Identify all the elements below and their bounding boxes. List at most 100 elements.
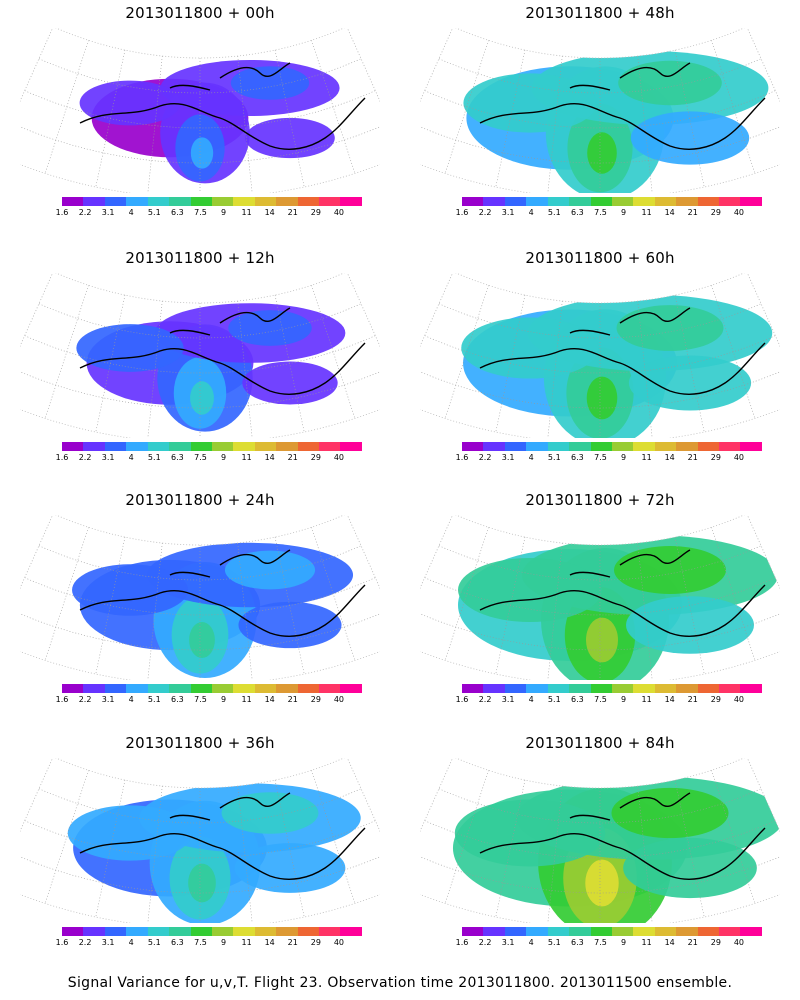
- parallel-line: [438, 58, 762, 94]
- colorbar-swatch: [483, 927, 505, 936]
- panel-title: 2013011800 + 00h: [125, 4, 275, 22]
- colorbar-swatch: [633, 927, 655, 936]
- colorbar-swatch: [590, 927, 612, 936]
- colorbar-tick-label: 14: [664, 938, 675, 947]
- colorbar-tick-label: 4: [528, 695, 534, 704]
- colorbar-tick-label: 2.2: [78, 695, 92, 704]
- colorbar-tick-label: 3.1: [101, 208, 115, 217]
- colorbar-swatch: [547, 684, 570, 693]
- colorbar-tick-label: 11: [241, 938, 252, 947]
- colorbar: 1.6 2.2 3.1 4 5.1 6.3 7.5 9 11 14 21 29 40: [456, 197, 762, 227]
- colorbar-swatch: [126, 442, 148, 451]
- colorbar-swatch: [211, 442, 234, 451]
- colorbar-tick-label: 9: [220, 208, 227, 217]
- colorbar-swatch: [126, 197, 148, 206]
- colorbar-tick-label: 14: [664, 208, 675, 217]
- panel-title: 2013011800 + 24h: [125, 491, 275, 509]
- map-panel: 2013011800 + 00h 1.6 2.2 3.1 4 5.1 6.3 7.5 9 11 14…: [0, 0, 400, 245]
- colorbar-swatch: [719, 684, 741, 693]
- colorbar-tick-label: 40: [733, 938, 745, 947]
- colorbar-swatch: [697, 927, 720, 936]
- colorbar-tick-label: 7.5: [594, 938, 607, 947]
- variance-contour: [221, 792, 319, 834]
- variance-map: [20, 273, 380, 438]
- colorbar-swatch: [169, 684, 191, 693]
- colorbar: 1.6 2.2 3.1 4 5.1 6.3 7.5 9 11 14 21 29 40: [56, 684, 362, 714]
- colorbar-tick-label: 29: [310, 208, 321, 217]
- colorbar-tick-label: 7.5: [194, 695, 207, 704]
- colorbar-tick-label: 40: [733, 695, 745, 704]
- variance-contour: [245, 117, 335, 159]
- parallel-line: [420, 852, 780, 894]
- colorbar-swatches: [62, 684, 362, 693]
- colorbar-swatch: [254, 684, 277, 693]
- colorbar-tick-label: 6.3: [171, 938, 184, 947]
- colorbar-tick-label: 4: [128, 208, 134, 217]
- colorbar-swatch: [654, 442, 677, 451]
- map-boundary: [20, 515, 380, 680]
- colorbar-tick-label: 9: [620, 695, 627, 704]
- colorbar-tick-label: 11: [641, 208, 652, 217]
- colorbar-swatch: [526, 442, 548, 451]
- map-boundary: [20, 273, 380, 438]
- parallel-line: [438, 303, 762, 339]
- colorbar-swatch: [462, 927, 484, 936]
- colorbar-tick-label: 1.6: [55, 208, 69, 217]
- colorbar-swatch: [504, 927, 527, 936]
- colorbar-swatch: [211, 197, 234, 206]
- colorbar-swatch: [654, 197, 677, 206]
- colorbar-tick-label: 9: [620, 938, 627, 947]
- colorbar-tick-label: 2.2: [478, 938, 492, 947]
- colorbar-tick-label: 11: [641, 453, 652, 462]
- coastline: [479, 62, 766, 150]
- coastline: [79, 549, 366, 637]
- colorbar-swatch: [319, 927, 341, 936]
- colorbar-swatch: [697, 684, 720, 693]
- colorbar-swatch: [697, 197, 720, 206]
- colorbar-tick-label: 7.5: [194, 208, 207, 217]
- colorbar-tick-label: 11: [641, 938, 652, 947]
- variance-contour: [458, 558, 602, 622]
- colorbar-tick-label: 4: [128, 453, 134, 462]
- parallel-line: [424, 820, 776, 859]
- variance-map: [20, 758, 380, 923]
- colorbar-swatch: [340, 927, 362, 936]
- variance-map: [20, 515, 380, 680]
- variance-map: [420, 758, 780, 923]
- colorbar-swatch: [233, 927, 255, 936]
- colorbar-tick-label: 5.1: [547, 453, 561, 462]
- colorbar-swatch: [104, 197, 127, 206]
- colorbar-swatch: [740, 927, 762, 936]
- colorbar-swatch: [276, 684, 298, 693]
- map-panel: 2013011800 + 60h 1.6 2.2 3.1 4 5.1 6.3 7.5 9 11 14…: [400, 245, 800, 490]
- colorbar-swatch: [740, 442, 762, 451]
- colorbar-swatch: [190, 442, 212, 451]
- colorbar: 1.6 2.2 3.1 4 5.1 6.3 7.5 9 11 14 21 29 40: [56, 442, 362, 472]
- colorbar-swatch: [483, 684, 505, 693]
- map-panel: 2013011800 + 24h 1.6 2.2 3.1 4 5.1 6.3 7.5 9 11 14…: [0, 487, 400, 732]
- variance-contour: [189, 621, 215, 659]
- figure-caption: Signal Variance for u,v,T. Flight 23. Ob…: [67, 975, 733, 991]
- parallel-line: [420, 367, 780, 409]
- colorbar-tick-label: 21: [287, 453, 298, 462]
- colorbar-swatch: [547, 442, 570, 451]
- variance-contour: [190, 137, 214, 169]
- colorbar-tick-label: 40: [333, 208, 345, 217]
- colorbar-swatch: [62, 197, 84, 206]
- colorbar-swatch: [740, 197, 762, 206]
- colorbar-tick-label: 6.3: [171, 208, 184, 217]
- colorbar-swatch: [319, 442, 341, 451]
- parallel-line: [420, 609, 780, 651]
- colorbar-swatch: [547, 197, 570, 206]
- colorbar-swatch: [233, 442, 255, 451]
- parallel-line: [420, 122, 780, 164]
- variance-contour: [611, 787, 729, 839]
- colorbar-tick-label: 9: [620, 208, 627, 217]
- variance-contour: [585, 859, 619, 907]
- colorbar-tick-label: 6.3: [571, 695, 584, 704]
- parallel-line: [24, 335, 376, 374]
- colorbar-tick-label: 14: [264, 938, 275, 947]
- variance-contour: [234, 843, 346, 893]
- colorbar-tick-label: 40: [733, 453, 745, 462]
- map-boundary: [420, 515, 780, 680]
